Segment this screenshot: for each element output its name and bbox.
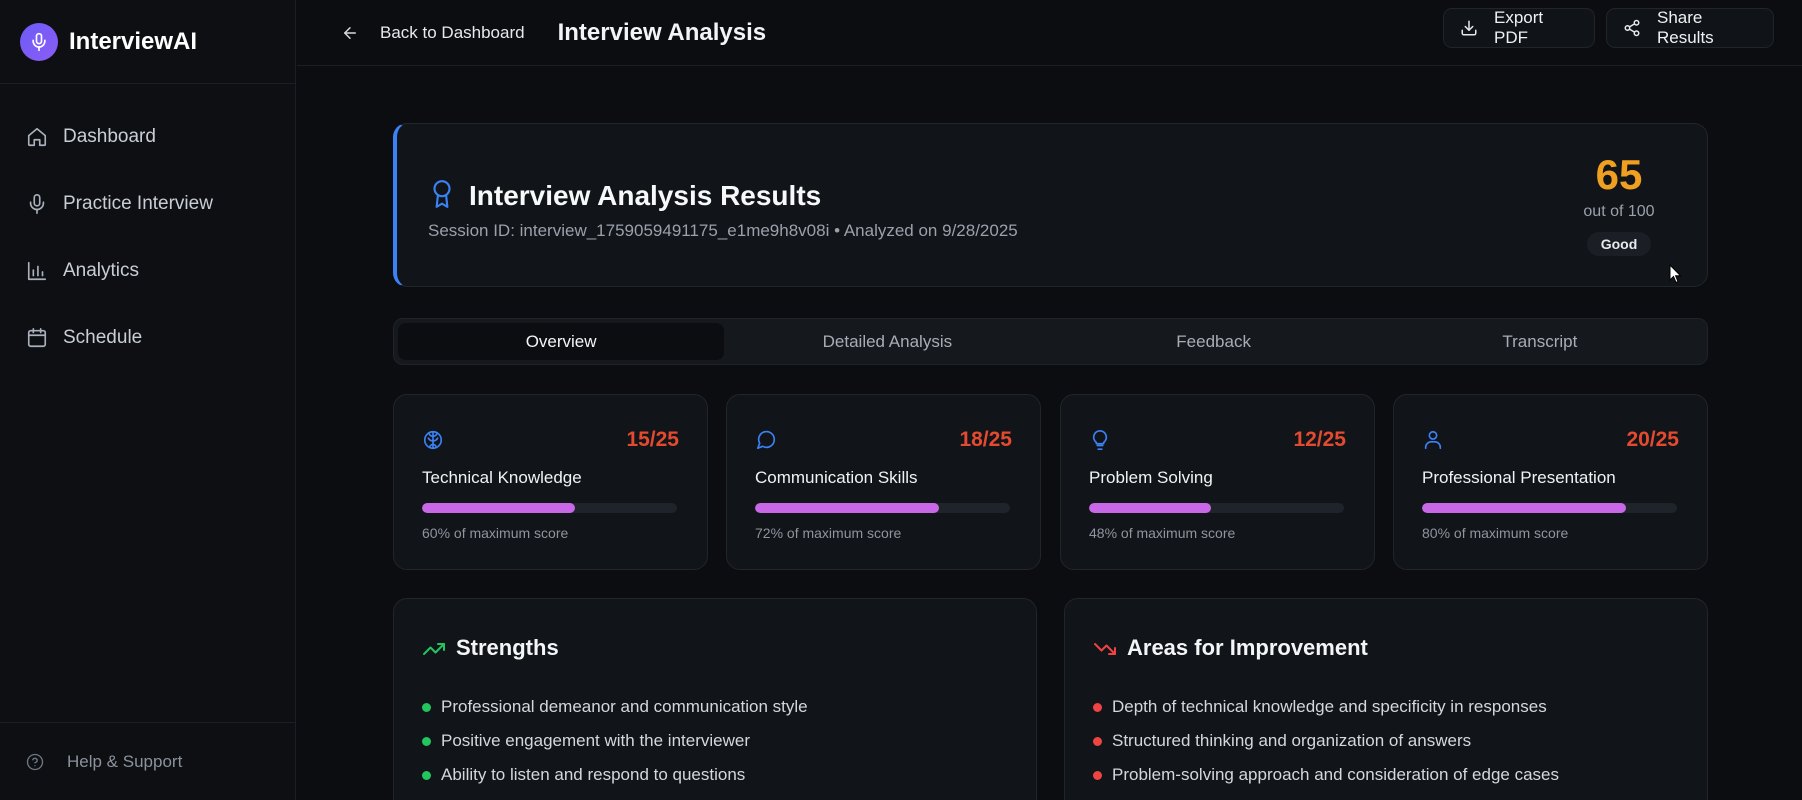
mouse-cursor-icon (1669, 264, 1682, 284)
tab-transcript[interactable]: Transcript (1502, 331, 1578, 351)
list-item-text: Depth of technical knowledge and specifi… (1112, 697, 1547, 716)
sidebar-item-dashboard[interactable]: Dashboard (0, 114, 295, 160)
sidebar-item-schedule[interactable]: Schedule (0, 315, 295, 361)
sidebar-nav: Dashboard Practice Interview Analytics S… (0, 84, 295, 361)
metric-progress-track (1422, 503, 1677, 513)
share-icon (1623, 19, 1641, 37)
trending-down-icon (1093, 637, 1117, 661)
help-support-link[interactable]: Help & Support (0, 722, 296, 800)
metric-progress-track (1089, 503, 1344, 513)
brain-icon (422, 429, 444, 451)
list-item: Positive engagement with the interviewer (422, 724, 808, 758)
bar-chart-icon (26, 260, 48, 282)
overall-score: 65 out of 100 Good (1559, 154, 1679, 256)
arrow-left-icon (341, 24, 359, 42)
list-item: Ability to listen and respond to questio… (422, 758, 808, 792)
sidebar-item-label: Practice Interview (63, 193, 213, 214)
metric-card-problem-solving: 12/25 Problem Solving 48% of maximum sco… (1060, 394, 1375, 570)
list-item-text: Problem-solving approach and considerati… (1112, 765, 1559, 784)
list-item: Depth of technical knowledge and specifi… (1093, 690, 1559, 724)
metric-progress-fill (1422, 503, 1626, 513)
user-icon (1422, 429, 1444, 451)
sidebar-item-label: Schedule (63, 327, 143, 348)
metric-progress-track (422, 503, 677, 513)
sidebar-item-practice-interview[interactable]: Practice Interview (0, 181, 295, 227)
score-out-of: out of 100 (1583, 203, 1655, 220)
help-support-label: Help & Support (67, 751, 183, 771)
metric-caption: 80% of maximum score (1422, 525, 1569, 541)
metric-caption: 60% of maximum score (422, 525, 569, 541)
award-icon (429, 179, 455, 209)
metric-label: Professional Presentation (1422, 468, 1616, 487)
results-title: Interview Analysis Results (469, 180, 822, 211)
metric-card-technical-knowledge: 15/25 Technical Knowledge 60% of maximum… (393, 394, 708, 570)
sidebar-item-label: Dashboard (63, 126, 156, 147)
sidebar-item-label: Analytics (63, 260, 140, 281)
back-label: Back to Dashboard (380, 22, 525, 42)
metric-progress-fill (1089, 503, 1212, 513)
list-item-text: Structured thinking and organization of … (1112, 731, 1472, 750)
share-results-button[interactable]: Share Results (1606, 8, 1774, 48)
metric-score: 20/25 (1626, 428, 1679, 451)
strengths-card: Strengths Professional demeanor and comm… (393, 598, 1037, 800)
metric-caption: 48% of maximum score (1089, 525, 1236, 541)
strengths-title: Strengths (456, 635, 559, 660)
microphone-logo-icon (20, 22, 58, 61)
app-name: InterviewAI (69, 27, 198, 55)
brand[interactable]: InterviewAI (0, 0, 295, 84)
metric-label: Problem Solving (1089, 468, 1213, 487)
calendar-icon (26, 327, 48, 349)
list-item-text: Ability to listen and respond to questio… (441, 765, 746, 784)
rating-badge: Good (1586, 232, 1652, 256)
metric-score: 15/25 (626, 428, 679, 451)
metric-score: 12/25 (1293, 428, 1346, 451)
share-results-label: Share Results (1657, 8, 1714, 47)
back-to-dashboard-button[interactable]: Back to Dashboard (341, 23, 525, 43)
list-item: Structured thinking and organization of … (1093, 724, 1559, 758)
export-pdf-label: Export PDF (1494, 8, 1544, 47)
list-item-text: Positive engagement with the interviewer (441, 731, 750, 750)
session-info: Session ID: interview_1759059491175_e1me… (428, 221, 1018, 240)
microphone-icon (26, 193, 48, 215)
sidebar-item-analytics[interactable]: Analytics (0, 248, 295, 294)
metric-progress-fill (755, 503, 939, 513)
bullet-dot (1093, 770, 1102, 780)
trending-up-icon (422, 637, 446, 661)
strengths-list: Professional demeanor and communication … (422, 690, 808, 792)
metric-progress-fill (422, 503, 575, 513)
tab-feedback[interactable]: Feedback (1176, 331, 1251, 351)
bullet-dot (1093, 736, 1102, 746)
list-item-text: Professional demeanor and communication … (441, 697, 808, 716)
metric-card-communication-skills: 18/25 Communication Skills 72% of maximu… (726, 394, 1041, 570)
bullet-dot (422, 736, 431, 746)
improvements-card: Areas for Improvement Depth of technical… (1064, 598, 1708, 800)
tab-detailed-analysis[interactable]: Detailed Analysis (822, 331, 953, 351)
metric-progress-track (755, 503, 1010, 513)
top-header: Back to Dashboard Interview Analysis Exp… (297, 0, 1802, 66)
analysis-results-card: Interview Analysis Results Session ID: i… (393, 123, 1708, 287)
home-icon (26, 126, 48, 148)
list-item: Problem-solving approach and considerati… (1093, 758, 1559, 792)
list-item: Professional demeanor and communication … (422, 690, 808, 724)
bullet-dot (1093, 702, 1102, 712)
download-icon (1460, 19, 1478, 37)
metric-score: 18/25 (959, 428, 1012, 451)
metric-caption: 72% of maximum score (755, 525, 902, 541)
page-title: Interview Analysis (557, 18, 767, 46)
metric-label: Technical Knowledge (422, 468, 582, 487)
bullet-dot (422, 770, 431, 780)
lightbulb-icon (1089, 429, 1111, 451)
metric-label: Communication Skills (755, 468, 918, 487)
analysis-tabs: Overview Detailed Analysis Feedback Tran… (393, 318, 1708, 365)
improvements-title: Areas for Improvement (1127, 635, 1368, 660)
improvements-list: Depth of technical knowledge and specifi… (1093, 690, 1559, 792)
message-circle-icon (755, 429, 777, 451)
sidebar: InterviewAI Dashboard Practice Interview… (0, 0, 296, 800)
bullet-dot (422, 702, 431, 712)
score-value: 65 (1595, 151, 1643, 198)
metric-card-professional-presentation: 20/25 Professional Presentation 80% of m… (1393, 394, 1708, 570)
tab-overview[interactable]: Overview (398, 323, 725, 360)
help-circle-icon (26, 753, 44, 771)
export-pdf-button[interactable]: Export PDF (1443, 8, 1595, 48)
